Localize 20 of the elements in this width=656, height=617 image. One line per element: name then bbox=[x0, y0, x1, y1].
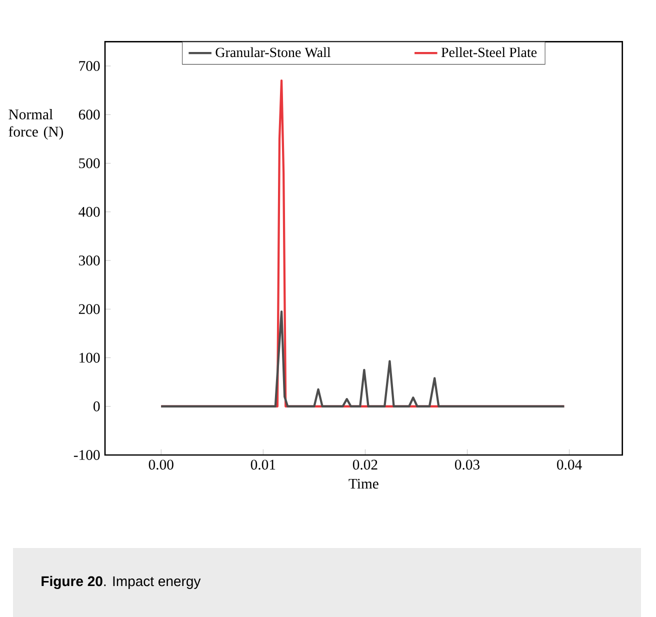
x-tick-label: 0.00 bbox=[148, 460, 174, 470]
y-tick-label: 0 bbox=[94, 401, 100, 412]
y-axis-title: Normal force (N) bbox=[8, 109, 64, 140]
y-tick-label: -100 bbox=[74, 450, 100, 460]
x-tick-label: 0.03 bbox=[454, 460, 480, 470]
y-tick-label: 500 bbox=[79, 158, 100, 168]
x-tick-label: 0.04 bbox=[557, 460, 582, 470]
legend-label: Pellet-Steel Plate bbox=[441, 47, 537, 58]
line-series bbox=[160, 310, 566, 408]
text: Figure 20. Impact energy bbox=[42, 576, 201, 590]
y-tick-label: 700 bbox=[79, 61, 100, 71]
y-tick-label: 400 bbox=[78, 206, 100, 217]
x-tick-label: 0.01 bbox=[250, 460, 276, 470]
x-tick-label: 0.02 bbox=[352, 460, 378, 470]
legend-label: Granular-Stone Wall bbox=[216, 47, 331, 58]
x-axis-title: Time bbox=[348, 478, 378, 489]
y-tick-label: 100 bbox=[80, 352, 100, 363]
y-tick-label: 300 bbox=[79, 256, 100, 266]
y-tick-label: 600 bbox=[78, 110, 100, 120]
y-tick-label: 200 bbox=[78, 304, 100, 314]
